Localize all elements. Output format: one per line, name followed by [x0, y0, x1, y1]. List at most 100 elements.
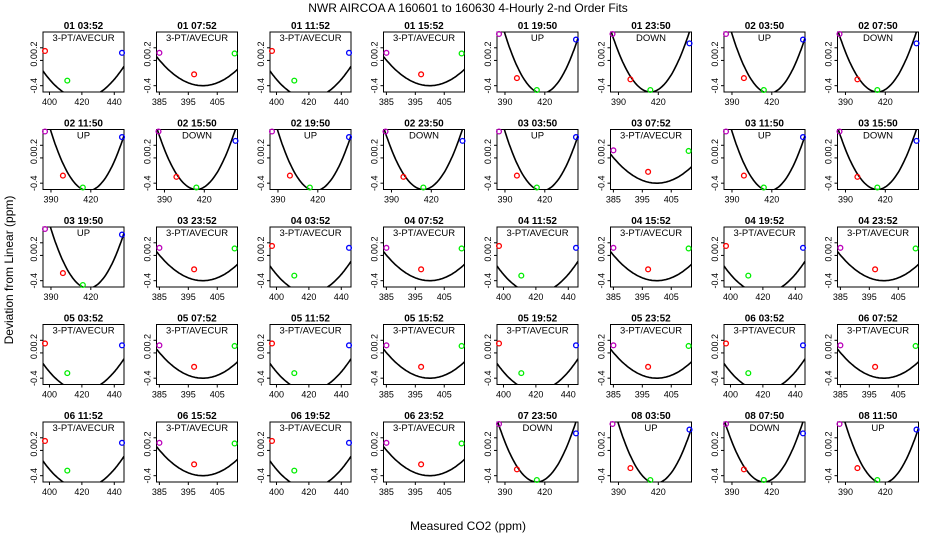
data-point — [799, 430, 807, 437]
data-point — [173, 173, 180, 180]
panel-title: 05 03:52 — [64, 314, 104, 325]
x-tick-label: 420 — [83, 292, 98, 302]
panel-title: 06 23:52 — [404, 411, 444, 422]
data-point — [518, 272, 525, 279]
panel-fit-label: 3-PT/AVECUR — [166, 423, 228, 434]
panel-fit-label: 3-PT/AVECUR — [166, 228, 228, 239]
data-point — [418, 266, 425, 273]
data-point — [59, 172, 66, 179]
y-tick-label: 0.0 — [29, 249, 39, 262]
data-point — [912, 342, 919, 350]
panel-fit-label: 3-PT/AVECUR — [620, 228, 682, 239]
x-tick-label: 405 — [437, 292, 452, 302]
y-axis-label: Deviation from Linear (ppm) — [2, 196, 16, 345]
x-tick-label: 420 — [537, 97, 552, 107]
y-tick-label: 0.2 — [710, 237, 720, 250]
x-tick-label: 385 — [379, 390, 394, 400]
x-tick-label: 400 — [269, 292, 284, 302]
panel: 05 03:523-PT/AVECUR 400 420 440 -0.4 0.00.2 — [29, 314, 126, 400]
y-tick-label: -0.4 — [483, 370, 493, 386]
fit-curve — [497, 260, 578, 287]
fit-curve — [503, 129, 578, 190]
panel: 06 23:523-PT/AVECUR 385 395 405 -0.4 0.00.2 — [370, 411, 465, 497]
y-tick-label: 0.2 — [256, 42, 266, 55]
y-tick-label: 0.0 — [824, 249, 834, 262]
x-tick-label: 390 — [497, 195, 512, 205]
x-tick-label: 420 — [74, 390, 89, 400]
x-tick-label: 390 — [384, 195, 399, 205]
y-tick-label: 0.2 — [483, 334, 493, 347]
panel-title: 02 11:50 — [64, 119, 103, 130]
data-point — [291, 467, 298, 474]
x-tick-label: 385 — [833, 292, 848, 302]
y-tick-label: -0.4 — [256, 175, 266, 191]
y-tick-label: 0.0 — [483, 347, 493, 360]
x-tick-label: 420 — [764, 195, 779, 205]
y-tick-label: -0.4 — [143, 175, 153, 191]
data-point — [155, 128, 162, 135]
x-tick-label: 390 — [611, 97, 626, 107]
x-tick-label: 420 — [528, 390, 543, 400]
y-tick-label: 0.0 — [483, 54, 493, 67]
x-tick-label: 390 — [838, 195, 853, 205]
data-point — [191, 461, 198, 468]
data-point — [156, 244, 163, 251]
y-tick-label: 0.2 — [824, 42, 834, 55]
x-tick-label: 440 — [107, 487, 122, 497]
data-point — [156, 49, 163, 56]
panel-frame — [837, 324, 919, 385]
y-tick-label: 0.0 — [29, 444, 39, 457]
x-tick-label: 440 — [334, 97, 349, 107]
panel-fit-label: 3-PT/AVECUR — [393, 326, 455, 337]
y-tick-label: -0.4 — [143, 273, 153, 289]
y-tick-label: 0.2 — [143, 432, 153, 445]
panel-title: 05 23:52 — [631, 314, 671, 325]
y-tick-label: 0.2 — [370, 42, 380, 55]
panel-fit-label: 3-PT/AVECUR — [620, 131, 682, 142]
data-point — [686, 426, 693, 433]
x-tick-label: 385 — [606, 390, 621, 400]
panel: 01 07:523-PT/AVECUR 385 395 405 -0.4 0.00.2 — [143, 21, 238, 107]
panel-fit-label: UP — [77, 228, 90, 239]
data-point — [231, 245, 238, 252]
fit-curve — [730, 32, 805, 92]
x-tick-label: 385 — [833, 390, 848, 400]
y-tick-label: 0.2 — [256, 139, 266, 152]
y-tick-label: 0.0 — [710, 54, 720, 67]
x-tick-label: 420 — [755, 390, 770, 400]
y-tick-label: 0.0 — [143, 152, 153, 165]
panel-fit-label: 3-PT/AVECUR — [506, 228, 568, 239]
x-tick-label: 395 — [181, 390, 196, 400]
panel: 06 03:523-PT/AVECUR 400 420 440 -0.4 0.00.2 — [710, 314, 807, 400]
x-tick-label: 390 — [157, 195, 172, 205]
fit-curve — [383, 251, 465, 282]
data-point — [118, 134, 126, 141]
panel-fit-label: UP — [531, 33, 544, 44]
data-point — [41, 340, 49, 347]
data-point — [609, 30, 616, 38]
panel: 01 15:523-PT/AVECUR 385 395 405 -0.4 0.00.2 — [370, 21, 465, 107]
x-tick-label: 390 — [724, 487, 739, 497]
data-point — [41, 437, 49, 444]
data-point — [64, 370, 71, 377]
data-point — [79, 184, 86, 191]
data-point — [231, 342, 238, 350]
y-tick-label: 0.2 — [143, 42, 153, 55]
panel-fit-label: DOWN — [863, 131, 893, 142]
data-point — [645, 168, 652, 175]
data-point — [722, 242, 730, 249]
panel-frame — [610, 226, 692, 288]
y-tick-label: 0.0 — [256, 249, 266, 262]
y-tick-label: 0.2 — [597, 139, 607, 152]
panel-title: 06 03:52 — [745, 314, 785, 325]
x-tick-label: 420 — [537, 195, 552, 205]
panel-title: 03 07:52 — [631, 119, 671, 130]
fit-curve — [49, 129, 124, 190]
x-tick-label: 405 — [664, 292, 679, 302]
y-tick-label: 0.2 — [29, 42, 39, 55]
panel-title: 04 03:52 — [291, 216, 331, 227]
data-point — [685, 245, 692, 252]
